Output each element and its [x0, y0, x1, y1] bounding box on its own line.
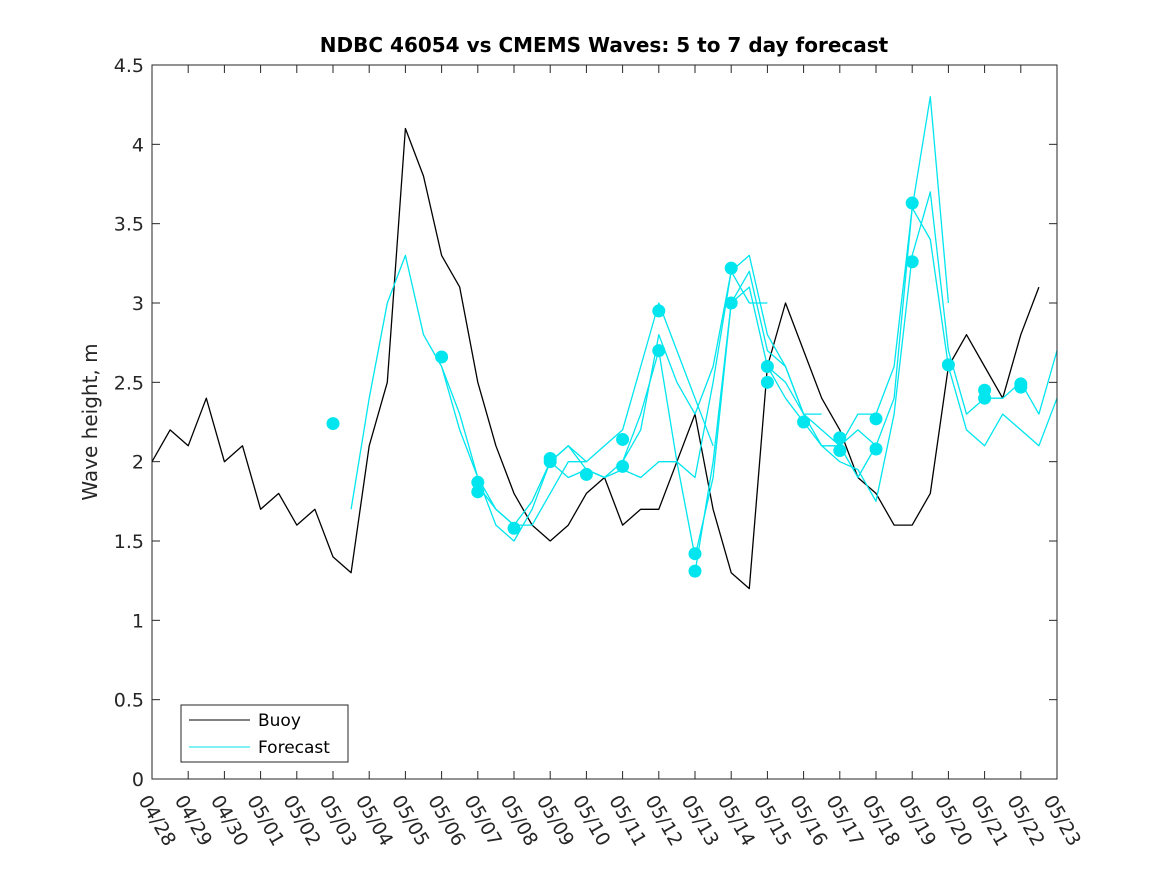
forecast-marker — [797, 415, 811, 429]
forecast-marker — [652, 344, 666, 358]
forecast-series-line — [621, 270, 877, 558]
forecast-marker — [688, 547, 702, 561]
legend: Buoy Forecast — [180, 704, 349, 763]
buoy-series-line — [151, 127, 1040, 590]
y-tick-label: 1 — [132, 610, 144, 632]
y-tick-label: 2 — [132, 452, 144, 474]
plot-background — [152, 65, 1057, 779]
y-tick-label: 1.5 — [114, 531, 144, 553]
forecast-marker — [579, 467, 593, 481]
y-tick-label: 4 — [132, 134, 144, 156]
forecast-marker — [543, 455, 557, 469]
forecast-marker — [652, 304, 666, 318]
forecast-series-line — [440, 302, 714, 526]
forecast-marker — [326, 417, 340, 431]
chart-title: NDBC 46054 vs CMEMS Waves: 5 to 7 day fo… — [320, 33, 889, 57]
forecast-marker — [688, 564, 702, 578]
y-tick-label: 3 — [132, 293, 144, 315]
forecast-marker — [760, 375, 774, 389]
legend-box — [180, 704, 349, 763]
forecast-marker — [833, 431, 847, 445]
forecast-marker — [869, 442, 883, 456]
y-tick-label: 3.5 — [114, 214, 144, 236]
plot-frame — [151, 64, 1058, 780]
forecast-marker — [1014, 380, 1028, 394]
forecast-marker — [724, 261, 738, 275]
legend-buoy-label: Buoy — [258, 711, 301, 731]
forecast-marker — [905, 255, 919, 269]
forecast-marker — [616, 459, 630, 473]
legend-forecast-label: Forecast — [258, 738, 330, 758]
y-tick-label: 0.5 — [114, 690, 144, 712]
forecast-marker — [507, 521, 521, 535]
x-tick-label: 05/23 — [1039, 792, 1085, 850]
forecast-marker — [869, 412, 883, 426]
forecast-markers — [326, 196, 1028, 578]
forecast-marker — [833, 444, 847, 458]
forecast-marker — [760, 359, 774, 373]
forecast-marker — [435, 350, 449, 364]
y-axis-ticks: 0 0.5 1 1.5 2 2.5 3 3.5 4 4.5 — [114, 55, 1057, 791]
forecast-marker — [941, 358, 955, 372]
y-tick-label: 0 — [132, 769, 144, 791]
y-axis-label: Wave height, m — [78, 343, 102, 500]
forecast-marker — [905, 196, 919, 210]
forecast-marker — [724, 296, 738, 310]
y-tick-label: 4.5 — [114, 55, 144, 77]
y-tick-label: 2.5 — [114, 372, 144, 394]
forecast-marker — [978, 391, 992, 405]
forecast-marker — [471, 475, 485, 489]
forecast-series-line — [549, 254, 822, 479]
forecast-marker — [616, 432, 630, 446]
forecast-marker — [471, 485, 485, 499]
